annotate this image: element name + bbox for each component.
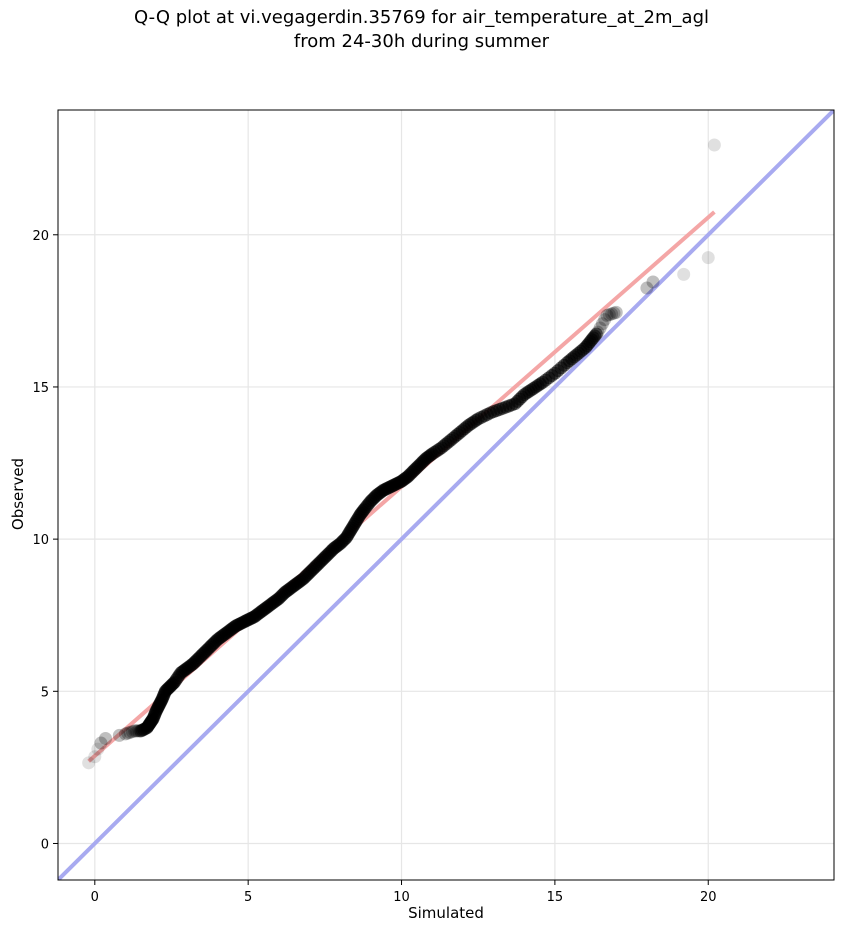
qq-point — [595, 317, 609, 331]
qq-point — [701, 251, 715, 265]
qq-point — [82, 756, 96, 770]
qq-point — [605, 307, 619, 321]
y-tick-label: 10 — [32, 533, 49, 548]
qq-point — [99, 731, 113, 745]
qq-point — [640, 281, 654, 295]
qq-point — [589, 327, 603, 341]
qq-point — [591, 325, 605, 339]
y-tick-label: 5 — [41, 685, 49, 700]
qq-point — [121, 726, 135, 740]
y-tick-label: 0 — [41, 837, 49, 852]
x-tick-label: 15 — [547, 890, 564, 905]
qq-point — [602, 308, 616, 322]
y-axis-label: Observed — [9, 457, 27, 531]
chart-title-line-1: Q-Q plot at vi.vegagerdin.35769 for air_… — [134, 7, 709, 28]
identity-line — [58, 110, 834, 880]
x-axis-label: Simulated — [408, 904, 484, 922]
x-tick-label: 20 — [700, 890, 717, 905]
qq-point — [118, 727, 132, 741]
qq-point — [88, 750, 102, 764]
qq-point — [707, 138, 721, 152]
x-tick-label: 0 — [91, 890, 99, 905]
y-tick-label: 15 — [32, 381, 49, 396]
qq-point — [598, 313, 612, 327]
qq-point — [593, 321, 607, 335]
qq-point — [91, 742, 105, 756]
qq-point — [112, 728, 126, 742]
y-tick-label: 20 — [32, 229, 49, 244]
qq-point — [94, 736, 108, 750]
qq-point — [123, 725, 137, 739]
qq-point — [600, 308, 614, 322]
qq-point — [677, 267, 691, 281]
plot-frame — [57, 109, 835, 881]
qq-point — [609, 305, 623, 319]
x-tick-label: 5 — [244, 890, 252, 905]
qq-point — [607, 306, 621, 320]
qq-point — [646, 275, 660, 289]
chart-title-line-2: from 24-30h during summer — [293, 31, 550, 52]
x-tick-label: 10 — [393, 890, 410, 905]
